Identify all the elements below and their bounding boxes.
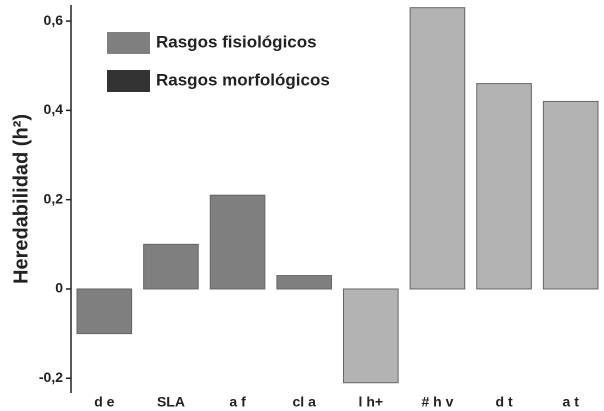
- legend-label: Rasgos morfológicos: [156, 70, 330, 89]
- x-tick-label: SLA: [157, 394, 185, 410]
- bar: [76, 288, 133, 335]
- x-tick-label: # h v: [421, 394, 453, 410]
- x-tick-label: d e: [94, 394, 114, 410]
- bar: [542, 100, 599, 290]
- y-tick-label: 0,6: [44, 12, 64, 28]
- bar: [476, 83, 532, 290]
- legend-label: Rasgos fisiológicos: [156, 32, 317, 51]
- bar: [143, 243, 199, 290]
- x-tick-label: l h+: [359, 394, 384, 410]
- y-tick-label: 0,2: [44, 190, 64, 206]
- bar: [409, 7, 466, 290]
- bar: [276, 275, 333, 290]
- bar: [209, 194, 266, 290]
- y-tick-label: -0,2: [39, 369, 63, 385]
- x-tick-label: a t: [563, 394, 580, 410]
- x-tick-label: a f: [229, 394, 246, 410]
- y-axis-label: Heredabilidad (h²): [10, 114, 32, 284]
- bar: [342, 288, 399, 384]
- y-tick-label: 0,4: [44, 101, 64, 117]
- x-tick-label: d t: [496, 394, 513, 410]
- x-tick-label: cl a: [293, 394, 317, 410]
- legend-swatch: [107, 70, 150, 92]
- y-tick-label: 0: [55, 280, 63, 296]
- legend-swatch: [107, 32, 150, 54]
